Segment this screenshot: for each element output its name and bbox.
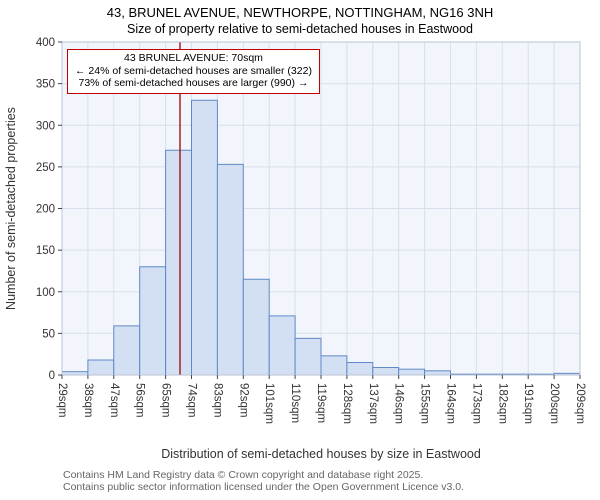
annotation-larger-text: 73% of semi-detached houses are larger (… [78,77,309,89]
footer-attribution-line2: Contains public sector information licen… [63,480,464,493]
histogram-bar [113,325,141,376]
svg-text:47sqm: 47sqm [108,383,120,418]
page-title: 43, BRUNEL AVENUE, NEWTHORPE, NOTTINGHAM… [106,5,494,20]
svg-text:50: 50 [42,328,55,340]
svg-text:74sqm: 74sqm [186,383,198,418]
svg-text:38sqm: 38sqm [82,383,94,418]
svg-text:29sqm: 29sqm [56,383,68,418]
svg-text:182sqm: 182sqm [496,383,508,424]
footer: Contains HM Land Registry data © Crown c… [63,469,464,493]
svg-text:200: 200 [36,204,55,216]
histogram-bar [372,367,400,376]
svg-text:100: 100 [36,287,55,299]
svg-text:92sqm: 92sqm [237,383,249,418]
histogram-bar [424,370,452,376]
svg-text:173sqm: 173sqm [470,383,482,424]
footer-attribution-line1: Contains HM Land Registry data © Crown c… [63,469,424,481]
page-subtitle: Size of property relative to semi-detach… [126,22,474,36]
histogram-bar [346,362,374,376]
svg-text:191sqm: 191sqm [522,383,534,424]
annotation-smaller-text: ← 24% of semi-detached houses are smalle… [75,64,312,77]
svg-text:137sqm: 137sqm [367,383,379,424]
histogram-bar [320,355,348,376]
svg-text:56sqm: 56sqm [134,383,146,418]
svg-text:150: 150 [36,245,55,257]
svg-text:119sqm: 119sqm [315,383,327,423]
svg-text:128sqm: 128sqm [341,383,353,424]
histogram-bar [216,163,244,376]
svg-text:400: 400 [36,37,55,49]
svg-text:146sqm: 146sqm [393,383,405,424]
svg-text:101sqm: 101sqm [263,383,275,424]
histogram-bar [87,359,115,376]
histogram-bar [165,149,193,376]
histogram-bar [398,368,426,376]
x-axis-title: Distribution of semi-detached houses by … [161,447,481,461]
annotation-title: 43 BRUNEL AVENUE: 70sqm [124,52,263,64]
histogram-bar [242,278,270,376]
histogram-bar [294,337,322,376]
histogram-bar [268,315,296,376]
svg-text:209sqm: 209sqm [574,383,586,424]
svg-text:155sqm: 155sqm [419,383,431,424]
svg-text:83sqm: 83sqm [211,383,223,418]
marker-annotation: 43 BRUNEL AVENUE: 70sqm ← 24% of semi-de… [67,49,320,94]
svg-text:350: 350 [36,79,55,91]
y-axis-title: Number of semi-detached properties [4,107,18,310]
svg-text:300: 300 [36,120,55,132]
svg-text:65sqm: 65sqm [160,383,172,418]
svg-text:200sqm: 200sqm [548,383,560,424]
histogram-bar [139,266,167,376]
svg-text:164sqm: 164sqm [445,383,457,424]
histogram-bar [191,99,218,376]
svg-text:110sqm: 110sqm [289,383,301,423]
svg-text:250: 250 [36,162,55,174]
svg-text:0: 0 [49,370,55,382]
